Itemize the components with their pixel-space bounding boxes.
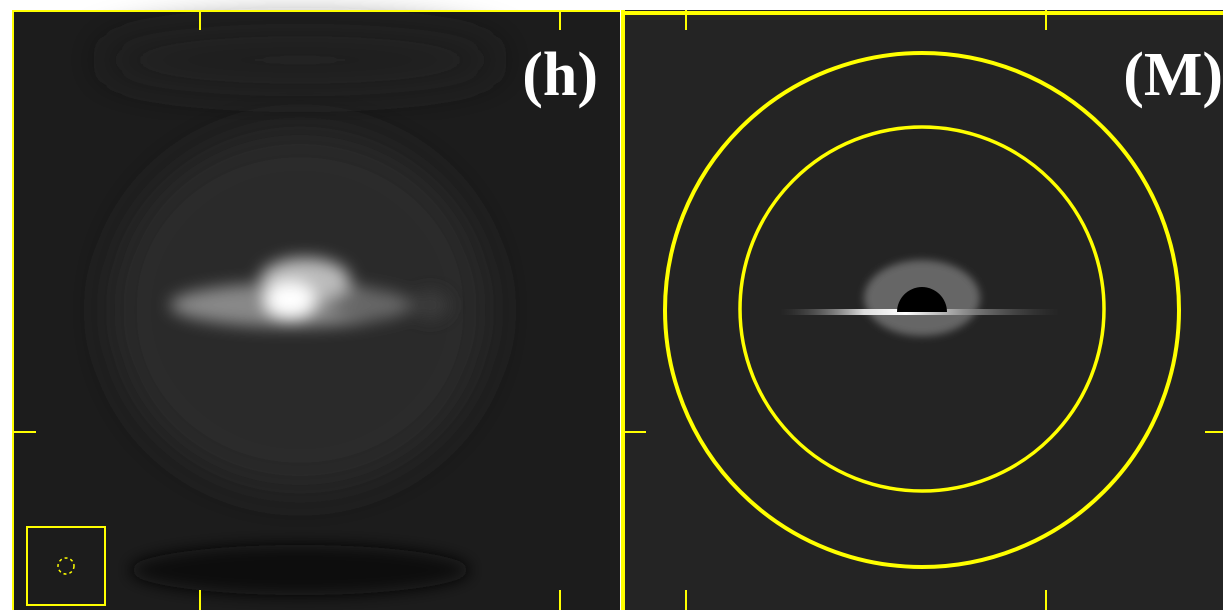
panel-label: (M) (1123, 41, 1223, 109)
page: (h) (M) (() => { const data = JSON.parse… (0, 0, 1223, 610)
artifact (100, 30, 500, 90)
panel-label: (h) (522, 41, 598, 109)
panel-right: (M) (622, 10, 1223, 610)
figure: (h) (M) (0, 0, 1223, 610)
panel-left: (h) (12, 10, 620, 610)
artifact (130, 545, 470, 595)
